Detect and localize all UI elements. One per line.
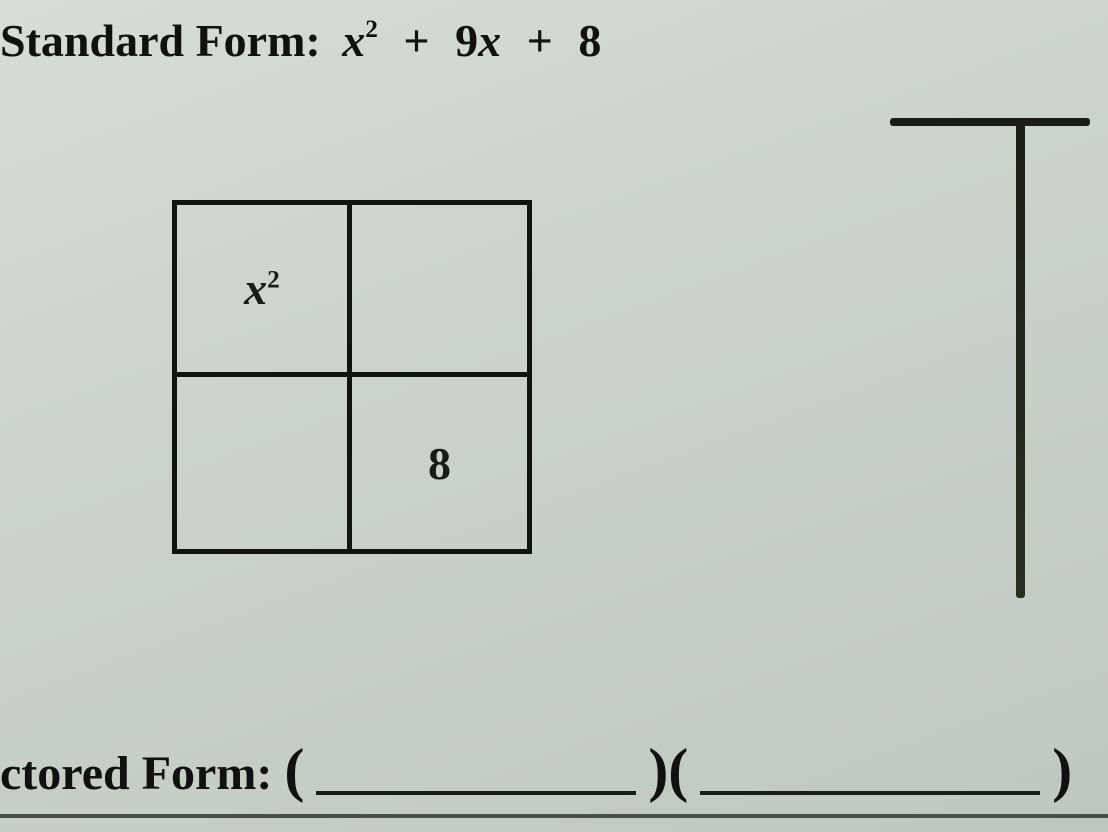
t-chart-stem xyxy=(1016,118,1025,598)
cell-tl-exp: 2 xyxy=(267,266,280,294)
worksheet-page: Standard Form: x2 + 9x + 8 x2 8 ctored F… xyxy=(0,0,1108,832)
box-cell-top-right[interactable] xyxy=(352,205,527,377)
page-bottom-rule xyxy=(0,814,1108,818)
close-paren-1: ) xyxy=(648,737,668,803)
factor-1: ( ) xyxy=(284,732,668,801)
factor-1-blank[interactable] xyxy=(316,755,636,795)
plus-1: + xyxy=(403,15,429,66)
standard-form-expression: x2 + 9x + 8 xyxy=(342,15,601,66)
t-chart xyxy=(890,118,1090,598)
term1-var: x xyxy=(342,15,365,66)
box-cell-top-left: x2 xyxy=(177,205,352,377)
term1-exp: 2 xyxy=(365,15,378,43)
term3: 8 xyxy=(578,15,601,66)
open-paren-2: ( xyxy=(668,737,688,803)
cell-br-text: 8 xyxy=(428,437,451,490)
term2-coef: 9 xyxy=(455,15,478,66)
box-cell-bottom-left[interactable] xyxy=(177,377,352,549)
standard-form-heading: Standard Form: x2 + 9x + 8 xyxy=(0,14,601,67)
plus-2: + xyxy=(527,15,553,66)
standard-form-label: Standard Form: xyxy=(0,15,321,66)
factored-form-line: ctored Form: ( ) ( ) xyxy=(0,732,1108,801)
box-cell-bottom-right: 8 xyxy=(352,377,527,549)
cell-tl-var: x xyxy=(244,263,267,314)
factoring-box: x2 8 xyxy=(172,200,532,554)
term2-var: x xyxy=(478,15,501,66)
t-chart-top xyxy=(890,118,1090,126)
factor-2: ( ) xyxy=(668,732,1072,801)
factored-form-label: ctored Form: xyxy=(0,747,272,800)
close-paren-2: ) xyxy=(1052,737,1072,803)
open-paren-1: ( xyxy=(284,737,304,803)
factor-2-blank[interactable] xyxy=(700,755,1040,795)
